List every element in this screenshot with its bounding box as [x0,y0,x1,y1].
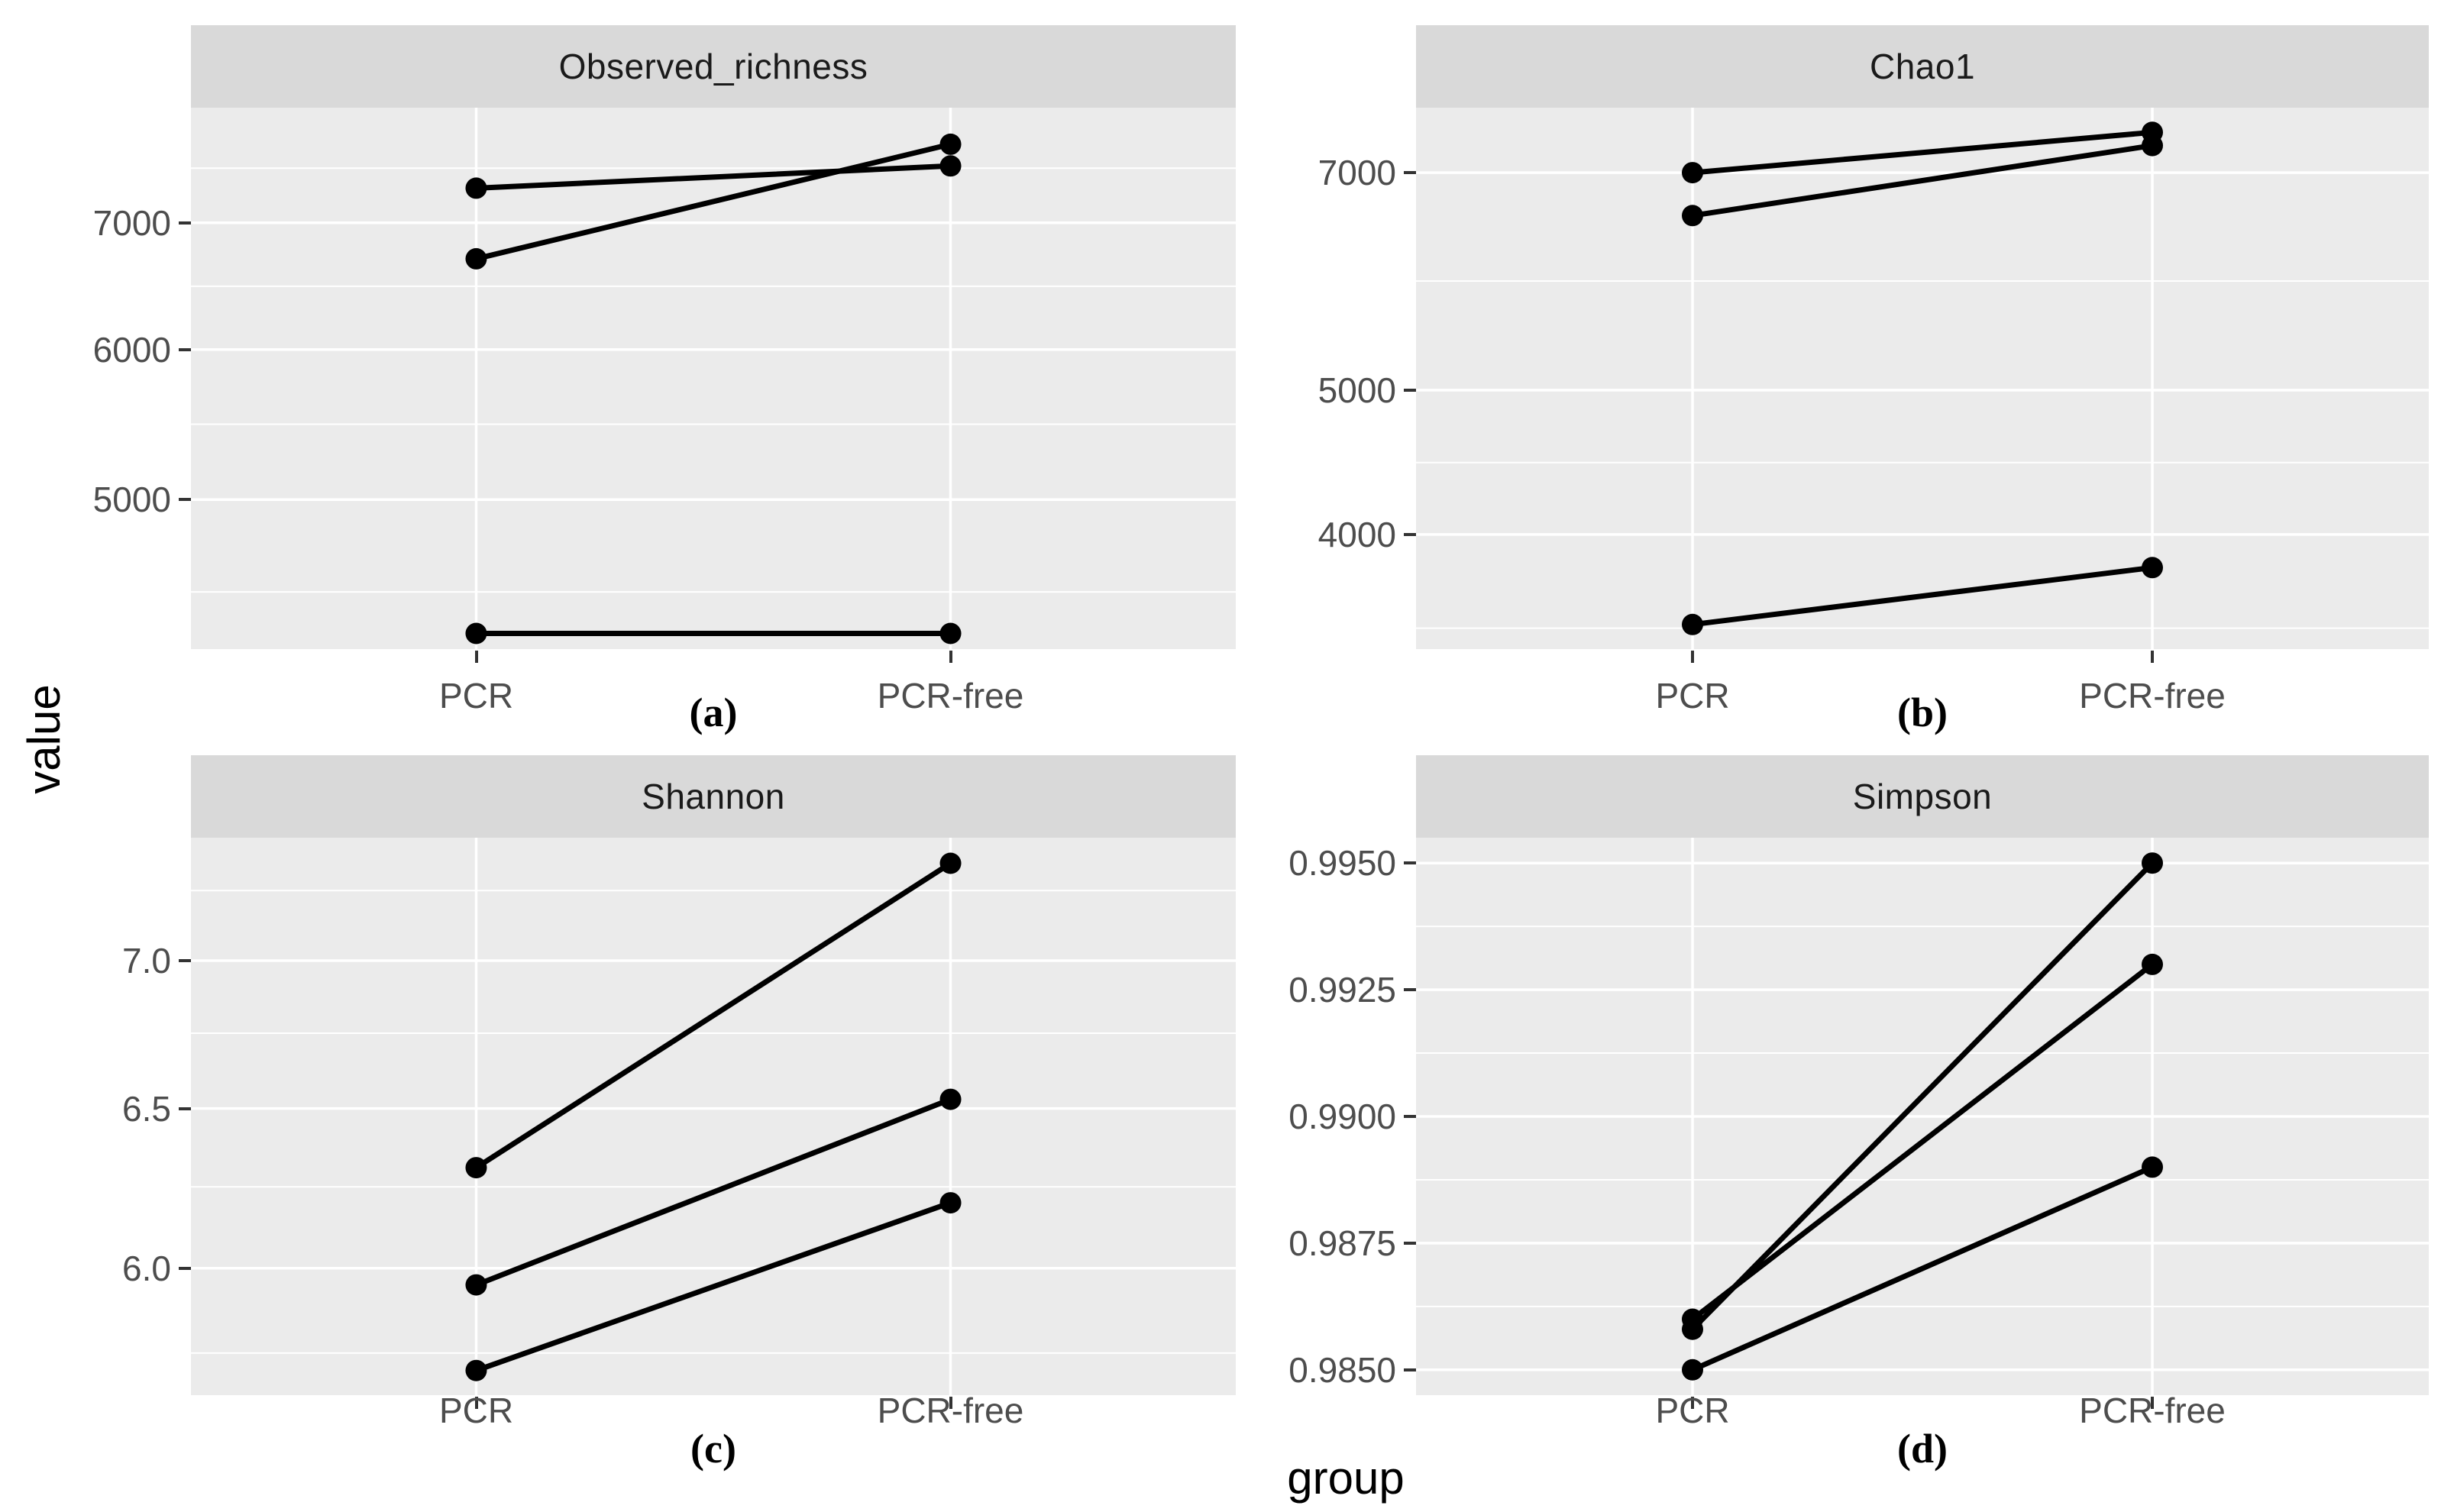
data-point [2142,134,2164,157]
data-point [465,622,487,645]
data-point [2142,557,2164,579]
x-tick-mark [1691,1397,1694,1409]
data-point [1681,1308,1703,1330]
y-tick-mark [1404,171,1416,175]
y-tick-mark [1404,1115,1416,1118]
x-tick-mark [949,651,952,663]
x-tick-label: PCR-free [2079,676,2226,716]
data-point [465,1274,487,1296]
y-tick-label: 4000 [1317,514,1396,554]
x-tick-label: PCR [438,1391,514,1430]
y-tick-label: 5000 [1317,370,1396,410]
facet-title-a: Observed_richness [558,47,868,86]
facet-title-b: Chao1 [1869,47,1976,86]
series-line [473,1200,954,1374]
facet-caption-d: (d) [1897,1426,1948,1472]
x-tick-mark [1691,651,1694,663]
y-tick-label: 6000 [92,329,171,370]
y-tick-label: 7000 [92,202,171,243]
data-point [465,1157,487,1179]
facet-caption-a: (a) [689,690,738,735]
facet-plot-c [191,838,1236,1395]
facet-plot-a [191,108,1236,649]
facet-caption-c: (c) [690,1426,736,1472]
facet-strip-c: Shannon [191,755,1236,838]
facet-title-d: Simpson [1852,777,1993,816]
facet-plot-b [1416,108,2429,649]
y-tick-mark [179,498,191,502]
panel-background [191,838,1236,1395]
facet-title-c: Shannon [642,777,785,816]
facet-strip-a: Observed_richness [191,25,1236,108]
panel-background [1416,108,2429,649]
x-tick-mark [474,651,478,663]
data-point [2142,1156,2164,1178]
y-tick-label: 6.5 [122,1088,171,1129]
data-point [1681,613,1703,635]
y-axis-title: value [18,684,70,794]
panel-background [191,108,1236,649]
series-line [1689,143,2155,218]
y-tick-label: 6.0 [122,1248,171,1288]
x-tick-mark [2151,651,2154,663]
data-point [1681,1359,1703,1381]
y-tick-mark [179,221,191,225]
facet-strip-d: Simpson [1416,755,2429,838]
y-tick-mark [1404,988,1416,992]
data-point [939,852,962,874]
x-tick-label: PCR-free [877,676,1024,716]
data-point [465,247,487,270]
data-point [1681,162,1703,184]
x-tick-mark [949,1397,952,1409]
data-point [2142,953,2164,975]
y-tick-mark [1404,861,1416,865]
y-tick-label: 0.9950 [1288,843,1396,884]
data-point [939,622,962,645]
data-point [939,1192,962,1214]
series-line [473,861,954,1171]
x-tick-mark [474,1397,478,1409]
data-point [939,1088,962,1110]
y-tick-mark [1404,1368,1416,1371]
y-tick-mark [1404,1241,1416,1245]
y-tick-mark [179,959,191,962]
y-tick-mark [1404,532,1416,536]
y-tick-mark [1404,388,1416,392]
facet-strip-b: Chao1 [1416,25,2429,108]
x-tick-mark [2151,1397,2154,1409]
facet-caption-b: (b) [1897,690,1948,735]
y-tick-label: 0.9850 [1288,1349,1396,1390]
facet-plot-d [1416,838,2429,1395]
y-tick-label: 5000 [92,480,171,520]
data-point [939,155,962,177]
data-point [465,1359,487,1381]
series-line [1689,860,2155,1333]
x-tick-label: PCR [1655,1391,1730,1430]
series-line [1689,1164,2155,1373]
y-tick-label: 0.9900 [1288,1097,1396,1136]
y-tick-mark [179,1266,191,1270]
y-tick-label: 0.9875 [1288,1223,1396,1263]
x-tick-label: PCR [438,676,514,716]
series-line [1689,564,2155,628]
y-tick-label: 0.9925 [1288,970,1396,1010]
x-tick-label: PCR-free [877,1391,1024,1430]
series-line [1689,961,2155,1322]
x-tick-label: PCR [1655,676,1730,716]
y-tick-mark [179,347,191,351]
y-tick-label: 7000 [1317,153,1396,193]
data-point [1681,205,1703,227]
series-line [1689,129,2155,176]
y-tick-mark [179,1107,191,1110]
series-line [473,163,954,191]
x-axis-title: group [1287,1452,1405,1504]
series-line [473,141,954,262]
data-point [939,133,962,155]
y-tick-label: 7.0 [122,941,171,981]
data-point [465,177,487,199]
series-line [473,1097,954,1288]
data-point [2142,852,2164,874]
x-tick-label: PCR-free [2079,1391,2226,1430]
